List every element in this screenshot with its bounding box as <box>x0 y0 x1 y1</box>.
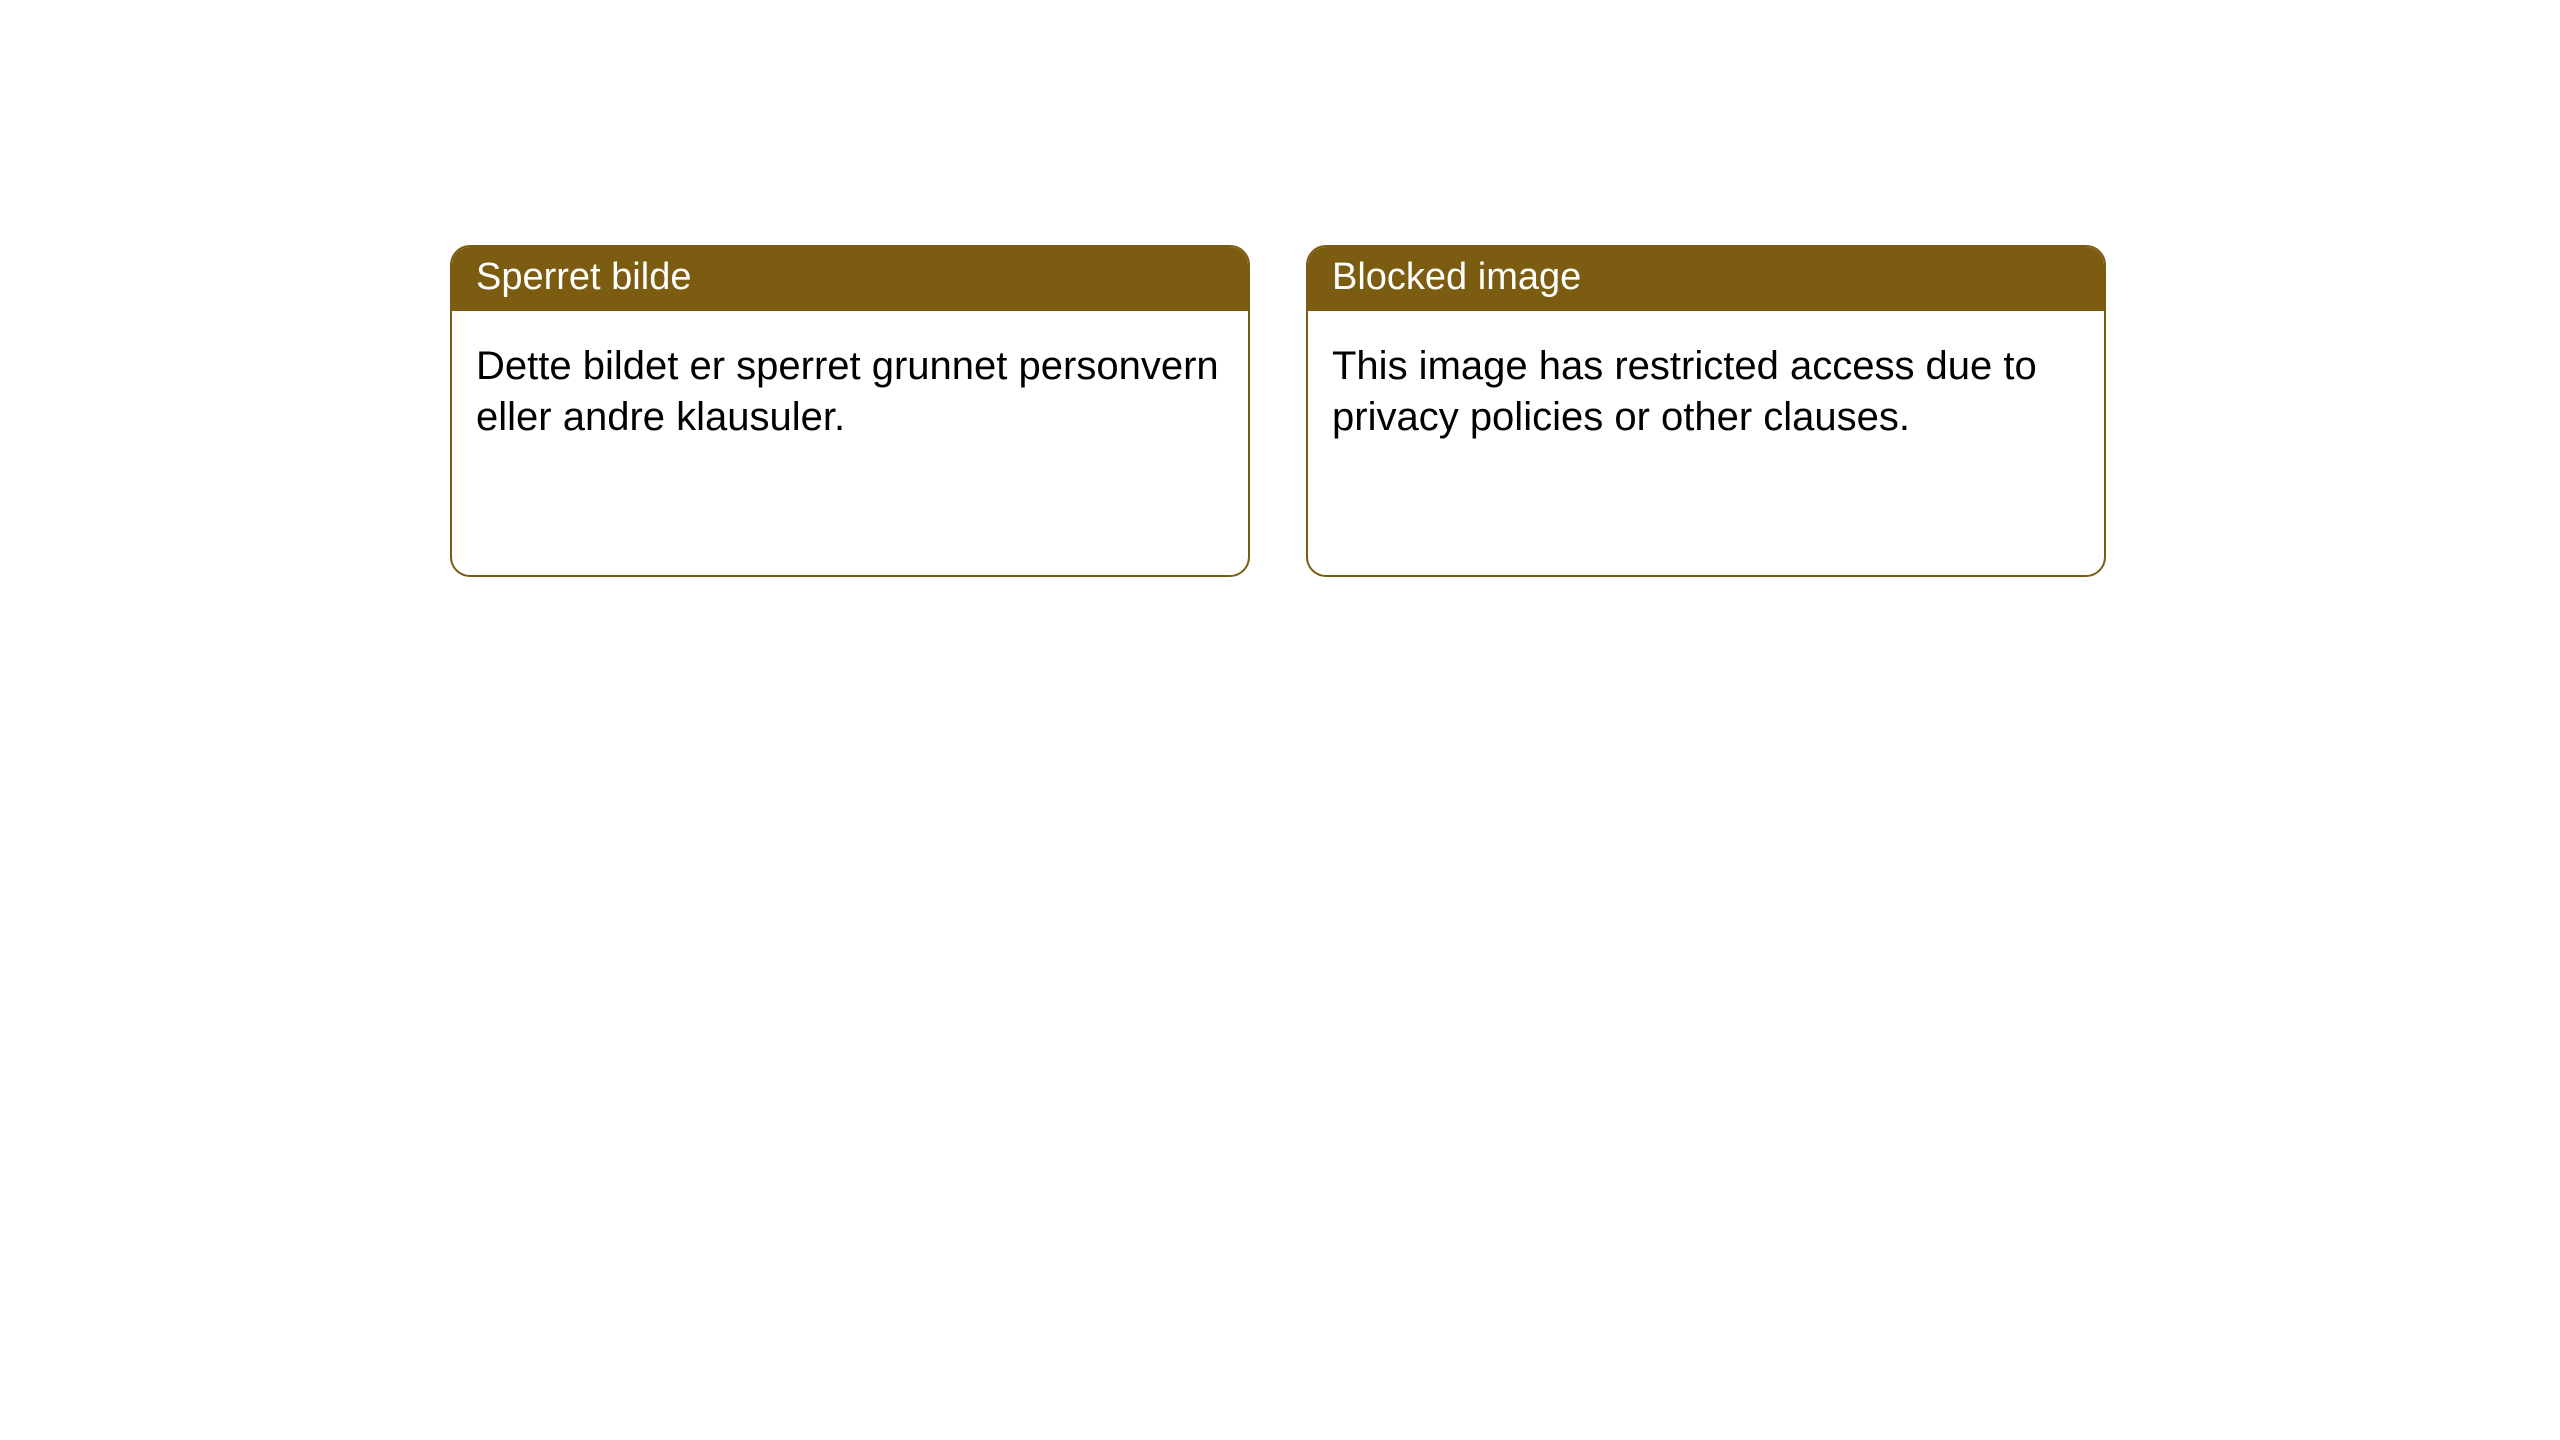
card-header-en: Blocked image <box>1308 247 2104 311</box>
blocked-image-card-no: Sperret bilde Dette bildet er sperret gr… <box>450 245 1250 577</box>
card-header-no: Sperret bilde <box>452 247 1248 311</box>
card-body-en: This image has restricted access due to … <box>1308 311 2104 473</box>
card-body-no: Dette bildet er sperret grunnet personve… <box>452 311 1248 473</box>
notice-cards-container: Sperret bilde Dette bildet er sperret gr… <box>0 0 2560 577</box>
blocked-image-card-en: Blocked image This image has restricted … <box>1306 245 2106 577</box>
